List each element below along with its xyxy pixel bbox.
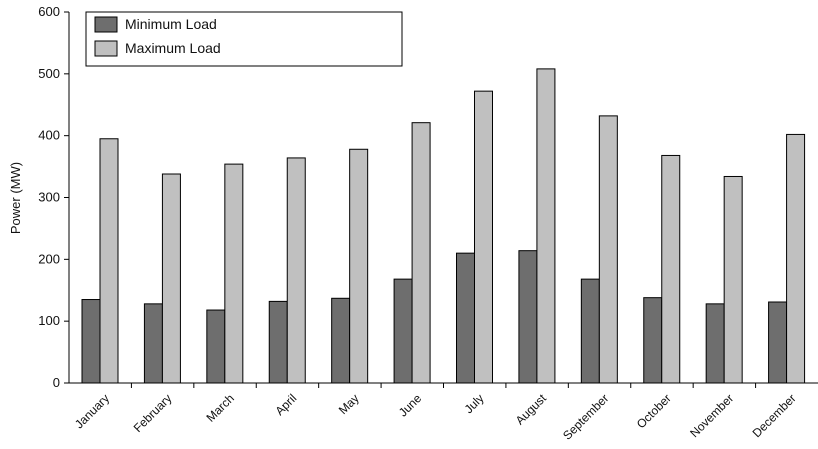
bar-maximum-load-july [474, 90, 493, 384]
x-tick-label: January [72, 391, 112, 431]
y-tick-label: 100 [38, 313, 60, 328]
bar-maximum-load-october [661, 154, 681, 384]
bar-maximum-load-november [723, 175, 743, 384]
bar-minimum-load-november [705, 303, 725, 384]
x-tick-label: March [203, 391, 236, 424]
x-tick-label: May [336, 391, 362, 417]
bar-minimum-load-february [143, 303, 163, 384]
y-tick-label: 0 [53, 375, 60, 390]
y-tick-label: 600 [38, 4, 60, 19]
x-tick-label: June [396, 391, 425, 420]
bar-minimum-load-may [331, 297, 351, 384]
y-axis-ticks: 0 100 200 300 400 500 600 [38, 4, 69, 390]
x-axis-ticks: January February March April May June July Augu… [72, 383, 799, 443]
bar-minimum-load-march [206, 309, 226, 384]
bar-minimum-load-august [518, 250, 538, 384]
bar-maximum-load-april [286, 157, 306, 384]
legend-box [85, 11, 403, 67]
bar-minimum-load-april [268, 300, 288, 384]
x-tick-label: December [750, 391, 799, 440]
x-tick-label: July [462, 391, 487, 416]
legend-swatch [94, 40, 118, 57]
legend-swatch [94, 16, 118, 33]
x-tick-label: October [634, 391, 674, 431]
bar-maximum-load-may [349, 148, 369, 384]
bar-maximum-load-january [99, 138, 119, 384]
bar-maximum-load-february [161, 173, 181, 384]
bar-minimum-load-january [81, 299, 101, 384]
x-tick-label: November [687, 391, 736, 440]
x-tick-label: February [131, 391, 175, 435]
x-tick-label: August [513, 391, 550, 428]
bar-maximum-load-december [786, 133, 806, 384]
bar-maximum-load-august [536, 68, 556, 384]
bar-minimum-load-july [456, 252, 475, 384]
bar-maximum-load-september [598, 115, 618, 384]
x-tick-label: September [560, 391, 611, 442]
bar-maximum-load-june [411, 122, 431, 384]
y-tick-label: 400 [38, 128, 60, 143]
bar-minimum-load-june [393, 278, 413, 384]
legend: Minimum Load Maximum Load [85, 11, 403, 67]
bar-minimum-load-october [643, 297, 663, 384]
y-tick-label: 500 [38, 66, 60, 81]
bar-minimum-load-december [768, 301, 788, 384]
legend-label: Minimum Load [125, 16, 217, 32]
bar-maximum-load-march [224, 163, 244, 384]
x-tick-label: April [272, 391, 299, 418]
y-axis-label: Power (MW) [8, 162, 23, 234]
legend-label: Maximum Load [125, 40, 221, 56]
y-tick-label: 200 [38, 251, 60, 266]
y-tick-label: 300 [38, 190, 60, 205]
bars [81, 68, 806, 384]
bar-minimum-load-september [580, 278, 600, 384]
